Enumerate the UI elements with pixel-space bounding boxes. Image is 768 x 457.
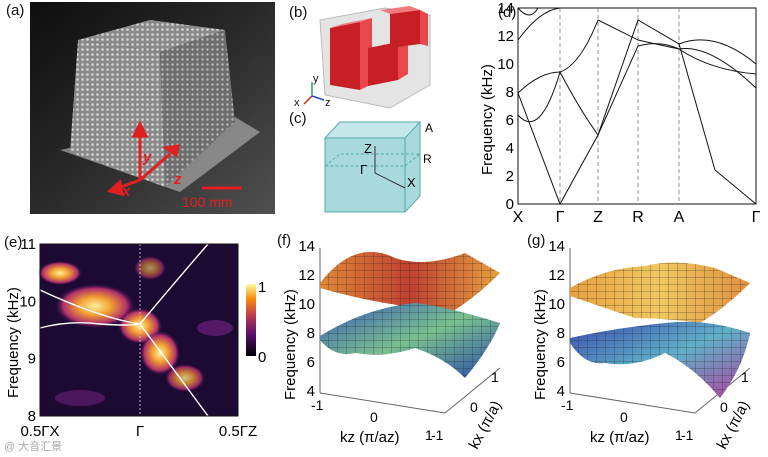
panel-label-a: (a) <box>6 2 25 19</box>
g-kz-tick-1: 1 <box>675 427 683 443</box>
f-kz-tick-0: 0 <box>370 409 378 425</box>
d-yticks: 0 2 4 6 8 10 12 14 <box>497 0 514 213</box>
watermark: @ 大音汇景 <box>4 441 63 453</box>
colorbar <box>246 284 256 356</box>
bz-label-R: R <box>423 152 432 166</box>
f-kz-tick-m1: -1 <box>311 397 324 413</box>
bz-label-X: X <box>407 175 416 190</box>
f-kx-tick-1: 1 <box>491 369 499 385</box>
d-xtick-3: R <box>632 209 644 225</box>
g-ztick-4: 4 <box>557 383 565 400</box>
svg-text:z: z <box>325 97 331 109</box>
f-kx-tick-0: 0 <box>470 399 478 415</box>
d-xtick-4: A <box>674 209 685 225</box>
heatmap-plot: Frequency (kHz) 8 9 10 11 0.5ΓX Γ 0.5ΓZ 1 0 <box>5 236 266 440</box>
g-kz-tick-m1: -1 <box>561 397 574 413</box>
cbar-tick-1: 1 <box>258 279 266 296</box>
d-xtick-0: X <box>513 209 524 225</box>
e-xtick-2: 0.5ΓZ <box>219 423 257 440</box>
axis-z-a: z <box>173 171 182 188</box>
scale-bar-label: 100 mm <box>182 194 233 210</box>
f-ztick-12: 12 <box>298 267 315 284</box>
d-bands <box>517 7 757 206</box>
f-ztick-8: 8 <box>307 325 315 342</box>
g-kx-tick-m1: -1 <box>681 427 694 443</box>
e-bands <box>39 243 209 417</box>
d-ytick-14: 14 <box>497 0 514 17</box>
svg-text:x: x <box>294 97 300 109</box>
band-structure-plot: Frequency (kHz) 0 2 4 6 8 10 12 14 X Γ Z R A Γ <box>479 0 761 225</box>
f-ztick-10: 10 <box>298 296 315 313</box>
g-ztick-6: 6 <box>557 354 565 371</box>
panel-label-e: (e) <box>4 234 23 251</box>
axis-y-a: y <box>142 149 152 166</box>
panel-b: (b) y x z <box>280 0 450 115</box>
bz-label-Z: Z <box>364 141 372 156</box>
d-ytick-2: 2 <box>506 168 514 185</box>
panel-f: (f) Frequency (kHz) 4 6 8 10 12 14 -1 0 1 -1 … <box>265 228 520 457</box>
g-zlabel: Frequency (kHz) <box>532 289 549 400</box>
d-ytick-8: 8 <box>506 84 514 101</box>
red-axes <box>106 120 180 197</box>
d-ytick-4: 4 <box>506 140 514 157</box>
lattice-top-face <box>78 20 225 52</box>
d-ytick-10: 10 <box>497 56 514 73</box>
panel-g: (g) Frequency (kHz) 4 6 8 10 12 14 -1 0 1 -1 … <box>515 228 768 457</box>
axis-x-a: x <box>121 183 131 200</box>
unit-cell-drawing: y x z <box>294 6 431 109</box>
e-ytick-8: 8 <box>28 408 36 425</box>
d-ytick-0: 0 <box>506 196 514 213</box>
g-ztick-12: 12 <box>548 267 565 284</box>
panel-label-f: (f) <box>277 232 292 249</box>
d-ylabel: Frequency (kHz) <box>479 64 496 175</box>
panel-a: (a) y z <box>0 0 275 215</box>
f-ztick-14: 14 <box>298 238 315 255</box>
panel-label-g: (g) <box>527 232 546 249</box>
d-xtick-1: Γ <box>556 209 565 225</box>
panel-label-d: (d) <box>498 4 517 21</box>
heatmap-blobs <box>38 256 233 406</box>
f-ztick-6: 6 <box>307 354 315 371</box>
svg-text:y: y <box>313 73 319 85</box>
f-ztick-4: 4 <box>307 383 315 400</box>
f-kz-label: kz (π/az) <box>340 429 400 446</box>
e-ytick-11: 11 <box>20 236 36 253</box>
bz-label-Gamma: Γ <box>360 162 367 177</box>
e-xtick-1: Γ <box>136 423 144 440</box>
e-ytick-9: 9 <box>28 351 36 368</box>
g-ztick-10: 10 <box>548 296 565 313</box>
photo-lattice: y z x 100 mm <box>30 2 275 214</box>
d-ytick-12: 12 <box>497 28 514 45</box>
d-ytick-6: 6 <box>506 112 514 129</box>
g-kz-label: kz (π/az) <box>590 429 650 446</box>
brillouin-zone: A Z R Γ X <box>323 121 433 213</box>
g-ztick-14: 14 <box>548 238 565 255</box>
g-ztick-8: 8 <box>557 325 565 342</box>
f-kz-tick-1: 1 <box>425 427 433 443</box>
f-kx-tick-m1: -1 <box>431 427 444 443</box>
panel-d: (d) Frequency (kHz) 0 2 4 6 8 10 12 14 X Γ Z R A Γ <box>470 0 768 225</box>
d-frame <box>517 7 757 205</box>
e-xtick-0: 0.5ΓX <box>20 423 59 440</box>
panel-label-c: (c) <box>289 110 307 127</box>
f-zlabel: Frequency (kHz) <box>282 289 299 400</box>
e-ytick-10: 10 <box>19 293 36 310</box>
bz-label-A: A <box>425 121 433 135</box>
d-xtick-5: Γ <box>752 209 761 225</box>
g-kx-tick-0: 0 <box>720 399 728 415</box>
panel-c: (c) A Z R Γ X <box>280 108 460 220</box>
e-ylabel: Frequency (kHz) <box>5 287 22 398</box>
cbar-tick-0: 0 <box>258 349 266 366</box>
g-kx-tick-1: 1 <box>741 369 749 385</box>
axes-b: y x z <box>294 73 331 109</box>
g-kz-tick-0: 0 <box>620 409 628 425</box>
d-xtick-2: Z <box>593 209 603 225</box>
panel-e: (e) Frequency (kHz) 8 9 10 11 0.5ΓX Γ 0.5ΓZ <box>0 228 275 457</box>
panel-label-b: (b) <box>289 4 308 21</box>
